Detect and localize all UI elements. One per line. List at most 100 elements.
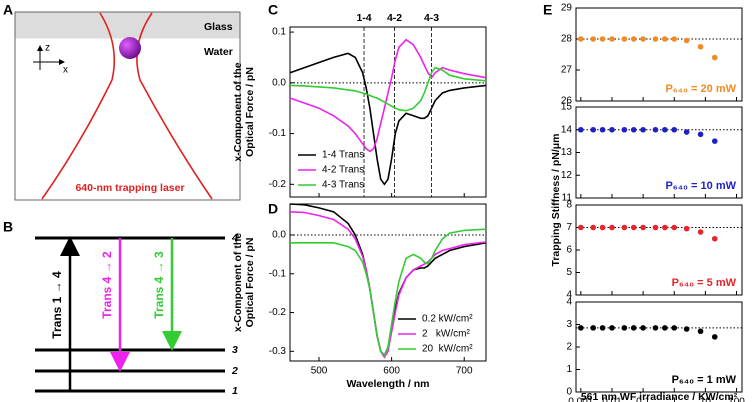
data-point — [711, 138, 718, 144]
data-point — [662, 126, 668, 133]
y-tick-label: 5 — [566, 267, 572, 278]
level-label: 2 — [231, 365, 238, 377]
water-label: Water — [204, 46, 233, 58]
y-tick-label: 0.0 — [272, 77, 286, 88]
data-point — [599, 126, 606, 133]
data-point — [630, 224, 637, 231]
data-point — [609, 325, 615, 331]
beam-edge — [41, 12, 116, 200]
level-label: 1 — [232, 385, 238, 397]
z-label: z — [45, 43, 50, 54]
data-point — [609, 36, 615, 42]
panel-letter: B — [3, 219, 13, 235]
y-axis-label: x-Component of the — [232, 62, 244, 161]
panel-letter: C — [268, 2, 278, 18]
y-tick-label: 3 — [566, 319, 572, 330]
data-point — [621, 36, 628, 42]
y-tick-label: 14 — [561, 124, 573, 135]
series-line — [289, 38, 487, 153]
data-point — [609, 126, 615, 133]
glass-layer — [15, 12, 240, 39]
transition-label: Trans 4 → 3 — [152, 251, 166, 319]
data-point — [671, 126, 678, 133]
data-point — [630, 36, 637, 42]
panel-a: A Glass Water z x 640-nm trapping laser — [3, 2, 241, 201]
data-point — [640, 224, 646, 231]
legend-label: 0.2 kW/cm² — [422, 314, 473, 325]
data-point — [652, 224, 659, 231]
y-tick-label: 0.0 — [272, 230, 286, 241]
legend-label: 1-4 Trans — [322, 150, 364, 161]
data-point — [662, 224, 668, 231]
legend-label: 4-3 Trans — [322, 180, 364, 191]
data-point — [697, 131, 704, 138]
data-point — [652, 36, 659, 42]
x-axis-label: Wavelength / nm — [346, 378, 429, 390]
data-point — [711, 334, 718, 340]
y-tick-label: 6 — [566, 245, 572, 256]
data-point — [578, 36, 584, 42]
glass-label: Glass — [204, 21, 233, 33]
transition-line-label: 4-2 — [387, 12, 402, 24]
data-point — [599, 325, 606, 331]
power-label: P₆₄₀ = 10 mW — [665, 180, 736, 192]
y-tick-label: -0.2 — [269, 179, 287, 190]
data-point — [578, 224, 584, 231]
panel-b: B 4 3 2 1 Trans 1 → 4 Trans 4 → 2 Trans … — [3, 219, 238, 397]
data-point — [590, 36, 597, 42]
y-tick-label: -0.1 — [269, 268, 287, 279]
y-tick-label: -0.2 — [269, 307, 287, 318]
y-axis-label: Trapping Stiffness / pN/μm — [550, 133, 562, 266]
x-axis-label: 561 nm WF irradiance / KW/cm² — [581, 391, 738, 402]
transition-label: Trans 1 → 4 — [50, 271, 64, 339]
y-axis-label: Optical Force / pN — [244, 67, 256, 157]
level-label: 4 — [231, 232, 238, 244]
series-line — [290, 228, 487, 357]
x-label: x — [63, 65, 68, 76]
y-tick-label: 4 — [566, 297, 572, 308]
data-point — [578, 126, 584, 133]
beam-edge — [136, 12, 213, 200]
y-tick-label: -0.1 — [269, 128, 287, 139]
series-line — [289, 66, 487, 112]
y-tick-label: 7 — [566, 222, 572, 233]
power-label: P₆₄₀ = 20 mW — [665, 83, 736, 95]
data-point — [697, 43, 704, 50]
plot-frame — [289, 203, 487, 362]
y-tick-label: 2 — [566, 342, 572, 353]
data-point — [652, 126, 659, 133]
data-point — [683, 225, 690, 232]
data-point — [640, 126, 646, 133]
y-axis-label: Optical Force / pN — [244, 238, 256, 328]
data-point — [697, 328, 704, 335]
panel-letter: D — [268, 201, 278, 217]
y-tick-label: 29 — [561, 3, 573, 14]
data-point — [599, 36, 606, 42]
y-tick-label: 11 — [562, 193, 573, 204]
y-tick-label: 8 — [566, 200, 572, 211]
data-point — [640, 325, 646, 331]
panel-letter: A — [3, 2, 13, 18]
data-point — [630, 126, 637, 133]
panel-letter: E — [543, 2, 552, 18]
transition-label: Trans 4 → 2 — [100, 251, 114, 319]
data-point — [609, 224, 615, 231]
laser-label: 640-nm trapping laser — [75, 182, 184, 194]
data-point — [671, 325, 678, 331]
transition-line-label: 4-3 — [424, 12, 439, 24]
legend-label: 20 kW/cm² — [422, 344, 473, 355]
power-label: P₆₄₀ = 5 mW — [672, 277, 737, 289]
y-tick-label: 4 — [566, 290, 572, 301]
legend-label: 2 kW/cm² — [422, 329, 470, 340]
data-point — [590, 325, 597, 331]
y-tick-label: 0.1 — [272, 27, 286, 38]
y-tick-label: 28 — [561, 34, 573, 45]
series-line — [289, 211, 487, 359]
data-point — [621, 126, 628, 133]
data-point — [662, 325, 668, 331]
plot-frame — [575, 7, 743, 102]
transition-line-label: 1-4 — [356, 12, 371, 24]
data-point — [683, 129, 690, 135]
legend-label: 4-2 Trans — [322, 165, 364, 176]
